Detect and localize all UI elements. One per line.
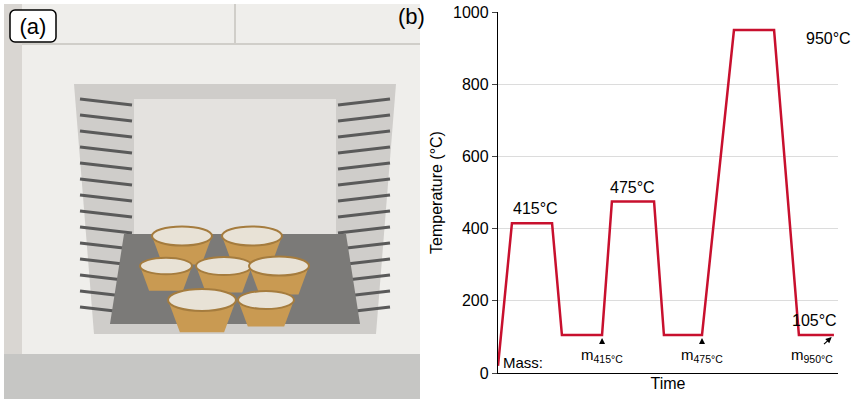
svg-text:950°C: 950°C [806, 30, 851, 47]
svg-text:475°C: 475°C [610, 179, 655, 196]
svg-text:m​475°C​: m​475°C​ [681, 346, 723, 365]
svg-text:1000: 1000 [453, 4, 489, 21]
svg-text:105°C: 105°C [792, 312, 837, 329]
svg-text:200: 200 [462, 292, 489, 309]
svg-text:800: 800 [462, 76, 489, 93]
svg-text:m​415°C​: m​415°C​ [581, 346, 623, 365]
svg-text:400: 400 [462, 220, 489, 237]
svg-text:0: 0 [480, 365, 489, 382]
svg-text:(a): (a) [20, 14, 47, 39]
svg-text:m​950°C​: m​950°C​ [791, 346, 833, 365]
svg-text:415°C: 415°C [513, 200, 558, 217]
svg-text:Time: Time [651, 375, 686, 392]
svg-text:Mass:: Mass: [503, 354, 543, 371]
svg-text:600: 600 [462, 148, 489, 165]
svg-text:Temperature (°C): Temperature (°C) [428, 131, 445, 254]
html-text:(b): (b) [398, 4, 425, 29]
